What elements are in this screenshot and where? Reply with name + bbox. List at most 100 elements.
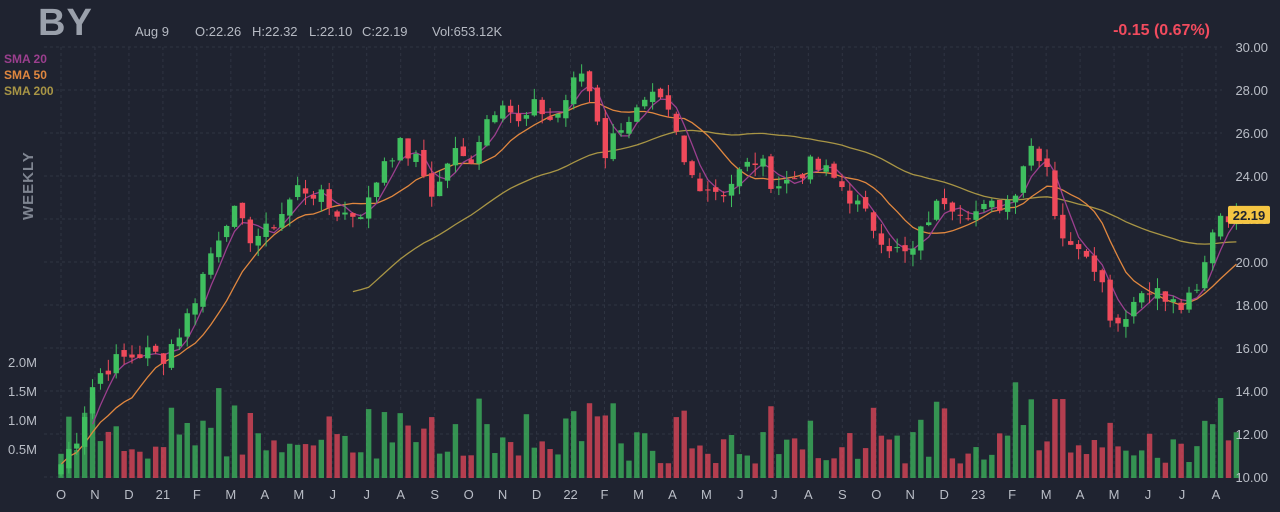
candle-body (105, 370, 112, 375)
candle-body (1107, 279, 1113, 321)
volume-bar (847, 433, 853, 478)
volume-bar (152, 446, 159, 478)
volume-bar (1115, 446, 1121, 478)
volume-bar (941, 408, 948, 478)
volume-bar (137, 451, 143, 478)
volume-bar (563, 418, 569, 478)
candle-body (1217, 215, 1224, 237)
candle-body (673, 113, 679, 132)
candle-body (121, 350, 127, 357)
time-tick-label: 23 (971, 487, 985, 502)
time-tick-label: A (1076, 487, 1085, 502)
last-price-box (1228, 205, 1270, 224)
volume-bar (468, 455, 474, 478)
volume-bar (1091, 440, 1098, 478)
time-tick-label: N (498, 487, 507, 502)
candle-body (247, 219, 254, 244)
candle-body (649, 91, 656, 103)
candle-body (255, 235, 261, 246)
volume-bar (1162, 462, 1169, 478)
volume-bar (1044, 441, 1050, 478)
candle-body (160, 353, 167, 364)
volume-bar (484, 424, 490, 478)
volume-bar (1075, 445, 1082, 478)
candle-body (1099, 270, 1105, 283)
candle-body (373, 182, 380, 198)
candle-body (129, 354, 135, 358)
sma50-path (60, 101, 1237, 465)
time-tick-label: D (124, 487, 133, 502)
candle-body (365, 197, 372, 219)
open-value: O:22.26 (195, 24, 242, 39)
volume-bar (176, 434, 183, 478)
volume-bar (886, 439, 892, 478)
candle-body (1194, 289, 1200, 291)
volume-bar (492, 453, 498, 478)
candle-body (831, 163, 837, 178)
candle-body (752, 163, 758, 165)
volume-bar (1194, 446, 1200, 478)
volume-bar (1123, 450, 1129, 478)
candle-body (531, 99, 538, 116)
candle-body (1083, 250, 1090, 257)
candle-body (776, 186, 782, 189)
candle-body (586, 71, 593, 92)
candle-body (223, 225, 230, 238)
time-tick-label: F (193, 487, 201, 502)
volume-bar (720, 439, 727, 478)
volume-bar (1139, 450, 1145, 478)
volume-bar (752, 463, 758, 478)
candle-body (81, 416, 88, 447)
volume-bar (862, 448, 869, 478)
volume-bar (1060, 399, 1066, 478)
volume-bar (500, 437, 506, 478)
candle-body (902, 245, 908, 252)
volume-bar (1170, 439, 1176, 478)
candle-body (1146, 293, 1153, 295)
volume-tick-label: 2.0M (8, 355, 37, 370)
candle-body (870, 212, 877, 231)
candle-body (350, 213, 356, 217)
candle-body (957, 214, 963, 216)
volume-bar (436, 453, 443, 478)
candle-body (89, 387, 96, 414)
time-tick-label: A (396, 487, 405, 502)
candle-body (1202, 262, 1208, 289)
candle-body (192, 303, 198, 315)
volume-bar (634, 432, 640, 478)
candle-body (1170, 299, 1176, 303)
volume-bar (594, 416, 601, 478)
volume-bar (910, 432, 916, 478)
candle-body (823, 165, 829, 172)
candle-body (358, 217, 364, 219)
volume-bar (855, 458, 861, 478)
volume-bar (776, 454, 782, 478)
candle-body (334, 211, 340, 217)
candle-body (981, 203, 987, 210)
volume-tick-label: 0.5M (8, 442, 37, 457)
candle-body (657, 88, 664, 98)
candle-body (973, 211, 979, 220)
time-tick-label: D (532, 487, 541, 502)
candle-body (626, 121, 632, 134)
volume-bar (294, 444, 301, 478)
volume-bar (168, 407, 175, 478)
volume-bar (318, 439, 325, 478)
volume-bar (902, 463, 908, 478)
candle-body (1209, 232, 1216, 264)
candle-body (452, 148, 459, 166)
candle-body (1060, 214, 1066, 239)
candle-body (760, 158, 766, 167)
legend-sma50: SMA 50 (4, 68, 47, 82)
legend-sma200: SMA 200 (4, 84, 54, 98)
candle-body (468, 159, 474, 164)
volume-bar (839, 447, 845, 478)
candle-body (547, 116, 553, 120)
volume-bar (578, 441, 585, 478)
candle-body (539, 99, 545, 115)
time-tick-label: M (293, 487, 304, 502)
volume-bar (1028, 399, 1034, 478)
volume-bar (728, 434, 735, 478)
candle-body (555, 113, 561, 118)
volume-bar (1052, 399, 1058, 478)
